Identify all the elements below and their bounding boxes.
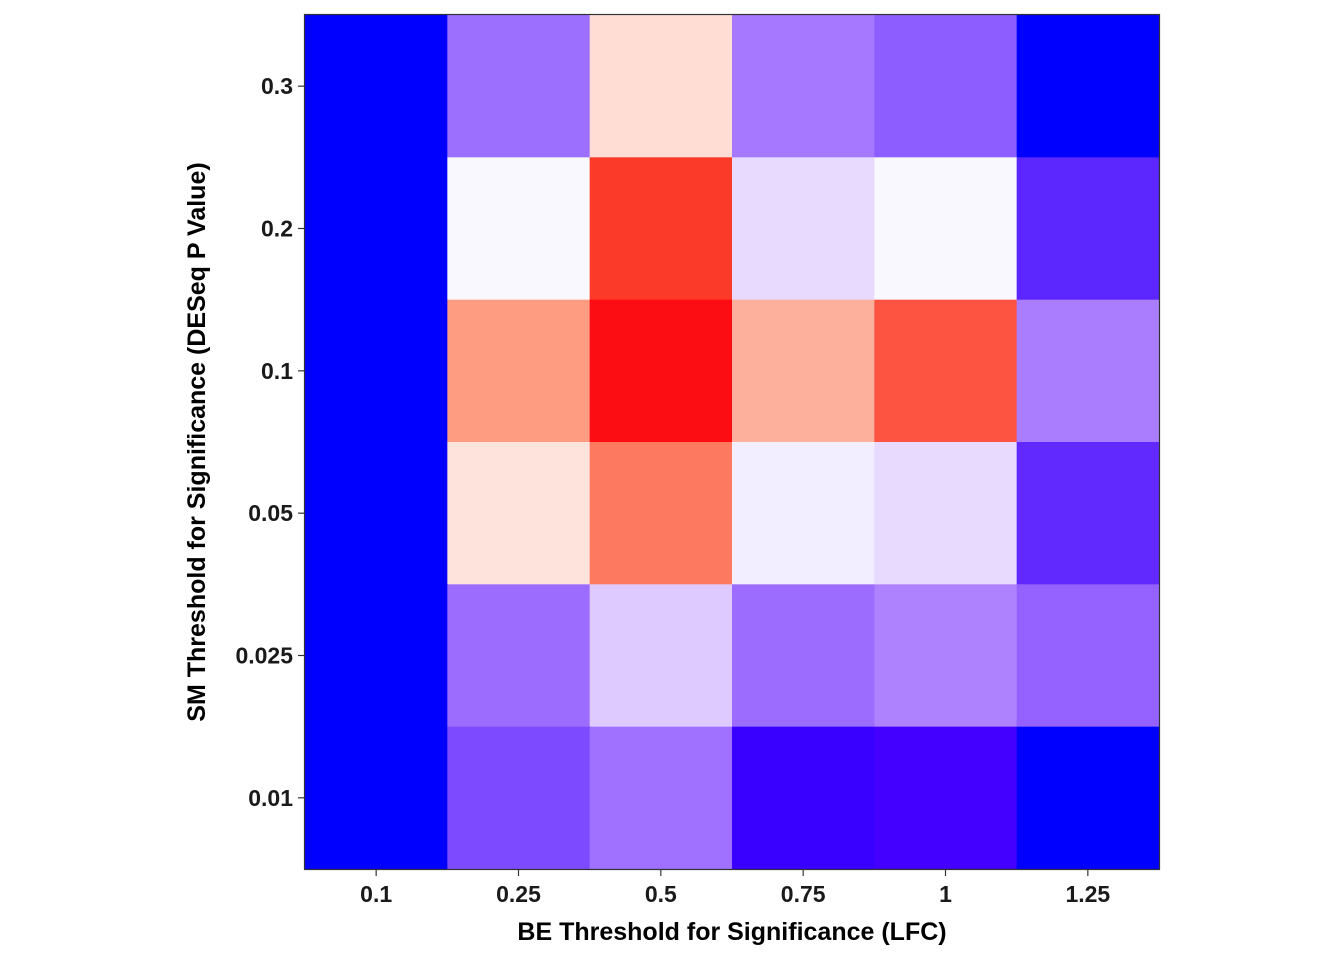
heatmap-cell	[447, 584, 591, 728]
heatmap-cell	[447, 442, 591, 585]
heatmap-cell	[305, 584, 448, 728]
heatmap-cell	[589, 442, 733, 585]
x-tick-label: 0.1	[360, 881, 392, 907]
y-tick-label: 0.01	[248, 785, 293, 811]
heatmap-cell	[447, 299, 591, 443]
heatmap-cell	[1016, 299, 1160, 443]
y-tick-label: 0.2	[261, 216, 293, 242]
heatmap-cell	[589, 584, 733, 728]
heatmap-cell	[305, 726, 448, 870]
x-axis: 0.1 0.25 0.5 0.75 1 1.25	[360, 869, 1110, 907]
heatmap-cell	[874, 442, 1018, 585]
heatmap-cell	[305, 442, 448, 585]
heatmap-cell	[1016, 442, 1160, 585]
heatmap-cell	[874, 726, 1018, 870]
x-tick-label: 0.25	[496, 881, 541, 907]
y-tick-label: 0.05	[248, 500, 293, 526]
heatmap-cell	[874, 15, 1018, 158]
heatmap-cell	[874, 299, 1018, 443]
heatmap-cell	[1016, 584, 1160, 728]
heatmap-cell	[589, 15, 733, 158]
heatmap-cell	[589, 157, 733, 301]
x-tick-label: 0.75	[781, 881, 826, 907]
heatmap-cell	[447, 726, 591, 870]
y-tick-label: 0.3	[261, 73, 293, 99]
heatmap-cell	[589, 726, 733, 870]
y-axis: 0.01 0.025 0.05 0.1 0.2 0.3	[235, 73, 305, 811]
y-tick-label: 0.1	[261, 358, 293, 384]
x-tick-label: 1	[939, 881, 952, 907]
y-axis-title: SM Threshold for Significance (DESeq P V…	[183, 162, 211, 721]
heatmap-cells	[305, 15, 1160, 870]
x-axis-title: BE Threshold for Significance (LFC)	[517, 918, 946, 946]
heatmap-cell	[1016, 15, 1160, 158]
x-tick-label: 0.5	[645, 881, 677, 907]
heatmap-cell	[1016, 726, 1160, 870]
heatmap-cell	[732, 299, 875, 443]
heatmap-cell	[447, 157, 591, 301]
heatmap-cell	[874, 584, 1018, 728]
heatmap-cell	[874, 157, 1018, 301]
heatmap-cell	[732, 726, 875, 870]
heatmap-cell	[305, 299, 448, 443]
heatmap-cell	[305, 157, 448, 301]
panel-border	[303, 13, 1161, 871]
heatmap-cell	[732, 584, 875, 728]
heatmap-cell	[305, 15, 448, 158]
heatmap-cell	[732, 442, 875, 585]
heatmap-cell	[589, 299, 733, 443]
heatmap-cell	[1016, 157, 1160, 301]
heatmap-cell	[732, 15, 875, 158]
x-tick-label: 1.25	[1065, 881, 1110, 907]
heatmap-cell	[447, 15, 591, 158]
heatmap-cell	[732, 157, 875, 301]
y-tick-label: 0.025	[235, 643, 293, 669]
